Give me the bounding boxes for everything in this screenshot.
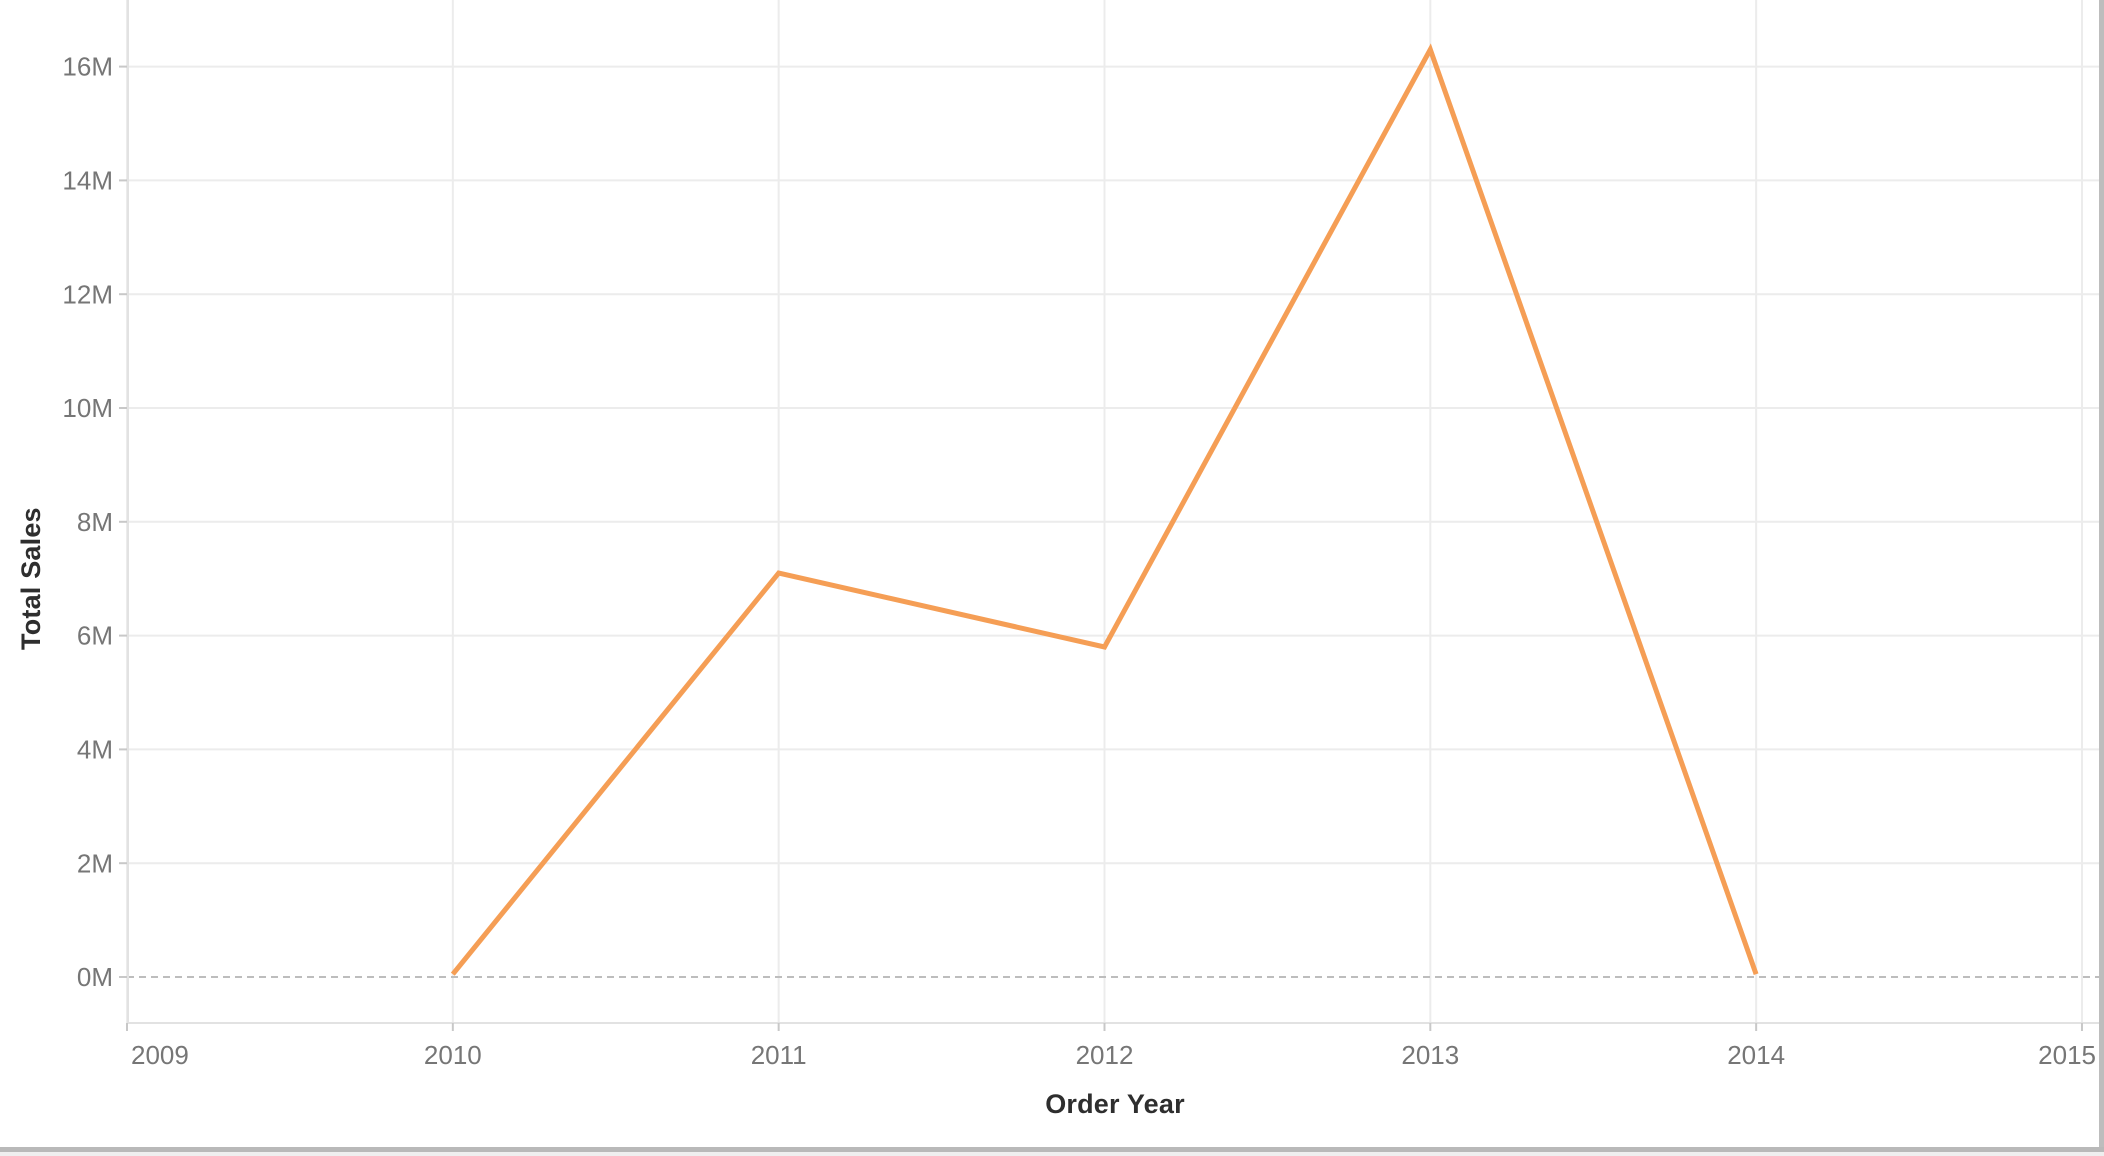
- y-tick-label: 6M: [77, 621, 113, 651]
- horizontal-gridlines: [127, 65, 2104, 865]
- x-tick-label: 2013: [1401, 1040, 1459, 1070]
- y-axis-tick-labels: 0M 2M 4M 6M 8M 10M 12M 14M 16M: [62, 52, 113, 992]
- horizontal-scrollbar-thumb[interactable]: [0, 1147, 2104, 1152]
- y-tick-label: 4M: [77, 735, 113, 765]
- x-tick-label: 2009: [131, 1040, 189, 1070]
- y-tick-label: 12M: [62, 279, 113, 309]
- axis-lines: [127, 0, 2104, 1024]
- y-tick-label: 16M: [62, 52, 113, 82]
- x-tick-label: 2012: [1076, 1040, 1134, 1070]
- x-axis-title: Order Year: [1045, 1089, 1185, 1119]
- horizontal-scrollbar[interactable]: [0, 1147, 2104, 1156]
- y-tick-label: 14M: [62, 166, 113, 196]
- axis-tick-marks: [119, 65, 2083, 1031]
- x-axis-tick-labels: 2009 2010 2011 2012 2013 2014 2015: [131, 1040, 2096, 1070]
- y-tick-label: 10M: [62, 393, 113, 423]
- y-tick-label: 2M: [77, 848, 113, 878]
- vertical-gridlines: [126, 0, 2083, 1023]
- y-tick-label: 8M: [77, 507, 113, 537]
- vertical-scrollbar[interactable]: [2099, 0, 2104, 1147]
- total-sales-line-series: [450, 43, 1759, 976]
- x-tick-label: 2010: [424, 1040, 482, 1070]
- y-tick-label: 0M: [77, 962, 113, 992]
- y-axis-title: Total Sales: [16, 507, 46, 650]
- x-tick-label: 2014: [1727, 1040, 1785, 1070]
- x-tick-label: 2015: [2038, 1040, 2096, 1070]
- total-sales-line[interactable]: [450, 43, 1759, 976]
- x-tick-label: 2011: [751, 1040, 807, 1070]
